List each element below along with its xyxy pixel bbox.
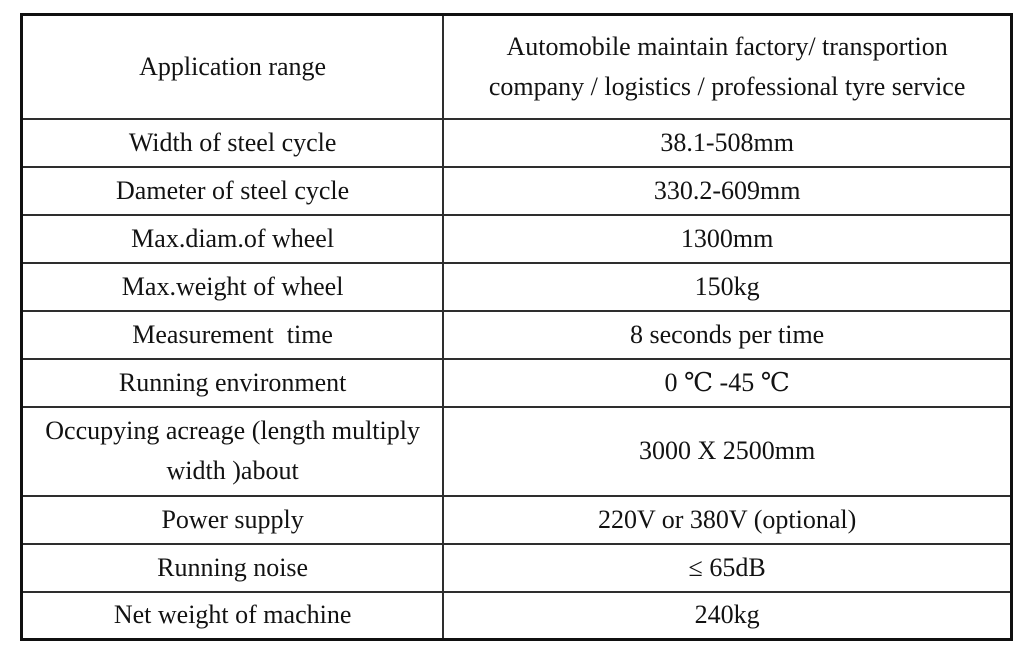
spec-label: Running environment [20,357,445,408]
spec-label: Dameter of steel cycle [20,165,445,216]
spec-value: 150kg [442,261,1013,312]
spec-row-occupying-acreage: Occupying acreage (length multiply width… [20,405,1013,497]
spec-label: Application range [20,13,445,120]
spec-row-net-weight-machine: Net weight of machine 240kg [20,590,1013,641]
spec-value: Automobile maintain factory/ transportio… [442,13,1013,120]
spec-value: 3000 X 2500mm [442,405,1013,497]
spec-value: 1300mm [442,213,1013,264]
spec-row-width-steel-cycle: Width of steel cycle 38.1-508mm [20,117,1013,168]
spec-label: Running noise [20,542,445,593]
spec-value: 38.1-508mm [442,117,1013,168]
spec-value: 0 ℃ -45 ℃ [442,357,1013,408]
spec-value: ≤ 65dB [442,542,1013,593]
spec-row-max-weight-wheel: Max.weight of wheel 150kg [20,261,1013,312]
spec-value: 240kg [442,590,1013,641]
spec-row-application-range: Application range Automobile maintain fa… [20,13,1013,120]
spec-row-power-supply: Power supply 220V or 380V (optional) [20,494,1013,545]
spec-value: 8 seconds per time [442,309,1013,360]
spec-label: Net weight of machine [20,590,445,641]
spec-label: Max.diam.of wheel [20,213,445,264]
spec-label: Power supply [20,494,445,545]
spec-table: Application range Automobile maintain fa… [20,13,1013,641]
spec-row-measurement-time: Measurement time 8 seconds per time [20,309,1013,360]
spec-row-max-diam-wheel: Max.diam.of wheel 1300mm [20,213,1013,264]
spec-row-diameter-steel-cycle: Dameter of steel cycle 330.2-609mm [20,165,1013,216]
spec-sheet: Application range Automobile maintain fa… [20,13,1013,641]
spec-label: Occupying acreage (length multiply width… [20,405,445,497]
spec-row-running-noise: Running noise ≤ 65dB [20,542,1013,593]
spec-row-running-environment: Running environment 0 ℃ -45 ℃ [20,357,1013,408]
spec-table-body: Application range Automobile maintain fa… [20,13,1013,641]
spec-value: 330.2-609mm [442,165,1013,216]
spec-value: 220V or 380V (optional) [442,494,1013,545]
spec-label: Max.weight of wheel [20,261,445,312]
spec-label: Width of steel cycle [20,117,445,168]
spec-label: Measurement time [20,309,445,360]
